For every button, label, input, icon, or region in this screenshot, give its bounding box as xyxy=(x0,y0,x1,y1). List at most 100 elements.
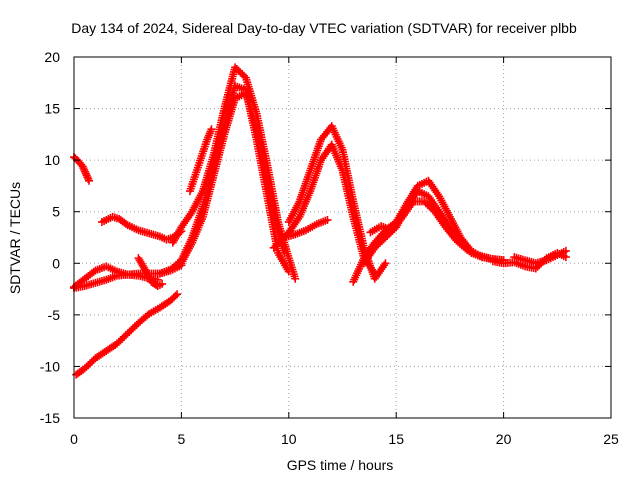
series-sat-12 xyxy=(284,122,390,283)
data-point xyxy=(166,291,180,305)
data-point xyxy=(115,214,130,228)
series-sat-9 xyxy=(177,89,289,268)
data-point xyxy=(220,96,239,139)
data-point xyxy=(381,259,390,268)
y-tick-label: 20 xyxy=(44,49,60,65)
y-tick-label: 0 xyxy=(52,255,60,271)
data-point xyxy=(145,304,162,318)
data-point xyxy=(413,177,431,190)
data-point xyxy=(231,90,248,103)
data-point xyxy=(72,365,88,379)
data-point xyxy=(553,247,568,260)
data-point xyxy=(284,199,303,227)
data-point xyxy=(81,169,93,183)
data-point xyxy=(155,297,173,312)
data-point xyxy=(269,235,287,252)
data-point xyxy=(173,290,182,299)
plot-frame xyxy=(73,56,612,419)
data-point xyxy=(484,254,493,263)
y-tick-label: -5 xyxy=(48,307,61,323)
y-tick-label: -15 xyxy=(40,410,60,426)
data-point xyxy=(295,189,314,221)
data-point xyxy=(153,280,164,290)
data-point xyxy=(158,279,167,288)
data-point xyxy=(80,355,98,373)
data-point xyxy=(306,158,325,196)
data-point xyxy=(413,187,431,200)
y-tick-label: 5 xyxy=(52,204,60,220)
data-point xyxy=(194,137,211,170)
data-point xyxy=(370,261,389,283)
data-point xyxy=(510,258,527,270)
data-point xyxy=(424,176,442,199)
data-point xyxy=(85,176,94,185)
data-point xyxy=(370,228,388,247)
data-point xyxy=(140,265,155,284)
data-point xyxy=(306,137,325,175)
data-point xyxy=(134,254,148,272)
data-point xyxy=(241,89,260,131)
data-point xyxy=(74,157,86,169)
data-point xyxy=(198,173,218,221)
data-point xyxy=(108,212,121,223)
series-sat-13 xyxy=(269,215,332,252)
series-sat-1 xyxy=(70,153,94,185)
data-point xyxy=(97,213,115,227)
data-point xyxy=(91,263,109,275)
data-point xyxy=(168,225,185,247)
series-sat-10 xyxy=(185,125,216,196)
data-point xyxy=(359,240,378,263)
data-point xyxy=(280,248,289,257)
data-point xyxy=(295,168,314,206)
data-point xyxy=(338,145,357,204)
data-point xyxy=(162,234,175,244)
data-point xyxy=(209,106,228,159)
data-point xyxy=(370,235,388,252)
data-point xyxy=(185,163,202,196)
data-point xyxy=(561,246,570,255)
data-point xyxy=(91,348,109,363)
data-point xyxy=(209,132,228,180)
data-point xyxy=(102,272,119,284)
data-point xyxy=(207,125,216,134)
data-point xyxy=(123,320,141,338)
data-point xyxy=(209,122,228,170)
series-sat-18 xyxy=(510,246,570,268)
x-tick-label: 10 xyxy=(281,431,297,447)
data-point xyxy=(445,212,464,240)
data-point xyxy=(263,161,282,224)
data-point xyxy=(312,216,330,229)
x-tick-label: 25 xyxy=(603,431,619,447)
grid-lines xyxy=(74,57,611,418)
data-point xyxy=(177,240,196,268)
data-point xyxy=(241,73,260,116)
x-axis-ticks: 0 5 10 15 20 25 xyxy=(70,57,619,447)
data-point xyxy=(387,214,406,235)
data-point xyxy=(349,256,368,286)
x-axis-label: GPS time / hours xyxy=(287,457,394,473)
data-point xyxy=(349,197,368,250)
series-sat-6 xyxy=(134,254,167,290)
data-point xyxy=(542,252,560,265)
data-point xyxy=(80,267,98,283)
y-tick-label: -10 xyxy=(40,358,60,374)
data-point xyxy=(203,127,215,144)
x-tick-label: 20 xyxy=(496,431,512,447)
data-point xyxy=(102,262,119,275)
data-point xyxy=(435,207,453,230)
data-point xyxy=(188,215,206,247)
data-point xyxy=(220,65,239,113)
data-point xyxy=(430,207,449,230)
data-point xyxy=(291,274,300,283)
data-point xyxy=(252,125,271,183)
data-point xyxy=(155,232,169,243)
data-point xyxy=(301,221,319,235)
x-tick-label: 0 xyxy=(70,431,78,447)
data-point xyxy=(441,223,459,243)
data-point xyxy=(398,199,417,221)
data-point xyxy=(359,245,378,268)
data-point xyxy=(102,340,120,355)
data-point xyxy=(435,192,453,219)
data-point xyxy=(274,248,292,274)
